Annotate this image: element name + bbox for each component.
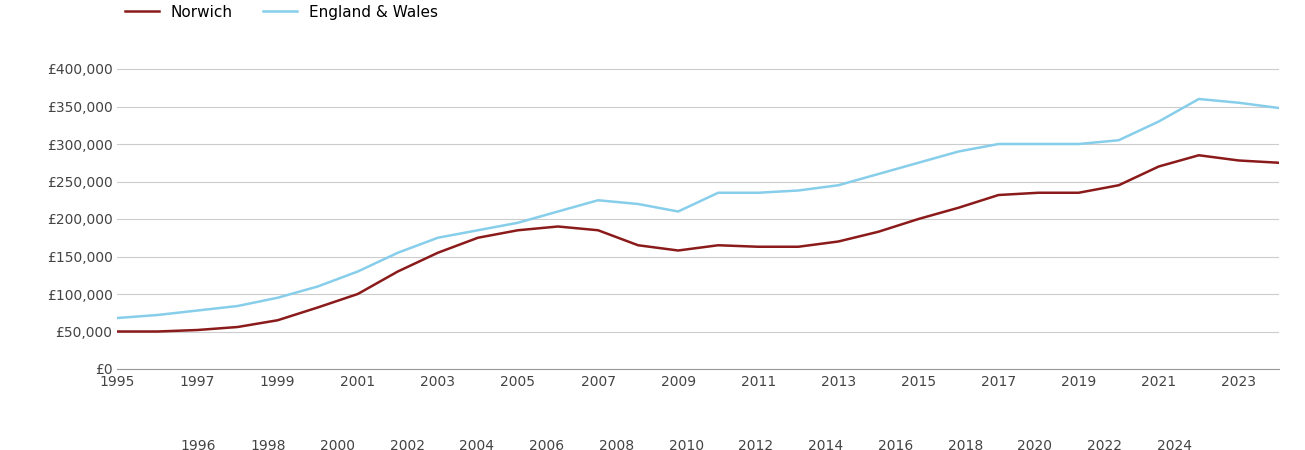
Norwich bbox=[830, 239, 846, 244]
England & Wales bbox=[990, 141, 1006, 147]
Text: 2012: 2012 bbox=[739, 439, 774, 450]
Norwich bbox=[1151, 164, 1167, 169]
England & Wales bbox=[510, 220, 526, 225]
Norwich bbox=[630, 243, 646, 248]
Text: 2000: 2000 bbox=[320, 439, 355, 450]
Norwich bbox=[870, 229, 886, 234]
Line: Norwich: Norwich bbox=[117, 155, 1279, 332]
Norwich bbox=[270, 318, 286, 323]
Norwich bbox=[470, 235, 485, 240]
England & Wales bbox=[671, 209, 686, 214]
Norwich bbox=[230, 324, 245, 330]
Norwich bbox=[510, 228, 526, 233]
Line: England & Wales: England & Wales bbox=[117, 99, 1279, 318]
Text: 2016: 2016 bbox=[878, 439, 914, 450]
Text: 2010: 2010 bbox=[668, 439, 703, 450]
Text: 2022: 2022 bbox=[1087, 439, 1122, 450]
Norwich bbox=[590, 228, 606, 233]
Norwich bbox=[1031, 190, 1047, 195]
Text: 2002: 2002 bbox=[390, 439, 424, 450]
Norwich bbox=[309, 305, 325, 310]
Norwich bbox=[1071, 190, 1087, 195]
Norwich bbox=[150, 329, 166, 334]
Text: 2014: 2014 bbox=[808, 439, 843, 450]
England & Wales bbox=[150, 312, 166, 318]
England & Wales bbox=[950, 149, 966, 154]
Text: 2006: 2006 bbox=[530, 439, 564, 450]
Norwich bbox=[110, 329, 125, 334]
Text: 2004: 2004 bbox=[459, 439, 495, 450]
Norwich bbox=[1231, 158, 1246, 163]
England & Wales bbox=[350, 269, 365, 274]
England & Wales bbox=[791, 188, 806, 193]
England & Wales bbox=[1151, 119, 1167, 124]
England & Wales bbox=[309, 284, 325, 289]
England & Wales bbox=[590, 198, 606, 203]
Norwich bbox=[710, 243, 726, 248]
England & Wales bbox=[870, 171, 886, 177]
Text: 2008: 2008 bbox=[599, 439, 634, 450]
Norwich bbox=[990, 192, 1006, 198]
England & Wales bbox=[630, 201, 646, 207]
Norwich bbox=[431, 250, 446, 256]
England & Wales bbox=[431, 235, 446, 240]
England & Wales bbox=[830, 183, 846, 188]
England & Wales bbox=[1231, 100, 1246, 105]
England & Wales bbox=[750, 190, 766, 195]
Text: 2020: 2020 bbox=[1018, 439, 1053, 450]
Text: 1996: 1996 bbox=[180, 439, 215, 450]
England & Wales bbox=[710, 190, 726, 195]
Norwich bbox=[390, 269, 406, 274]
Norwich bbox=[189, 327, 205, 333]
Norwich bbox=[750, 244, 766, 249]
Norwich bbox=[1111, 183, 1126, 188]
Norwich bbox=[551, 224, 566, 229]
Text: 2024: 2024 bbox=[1158, 439, 1191, 450]
Norwich bbox=[671, 248, 686, 253]
England & Wales bbox=[911, 160, 927, 166]
Norwich bbox=[1191, 153, 1207, 158]
Legend: Norwich, England & Wales: Norwich, England & Wales bbox=[125, 5, 438, 20]
England & Wales bbox=[1071, 141, 1087, 147]
Norwich bbox=[950, 205, 966, 211]
England & Wales bbox=[1031, 141, 1047, 147]
England & Wales bbox=[470, 228, 485, 233]
England & Wales bbox=[110, 315, 125, 321]
Text: 1998: 1998 bbox=[251, 439, 286, 450]
England & Wales bbox=[270, 295, 286, 301]
England & Wales bbox=[1271, 105, 1287, 111]
England & Wales bbox=[390, 250, 406, 256]
Norwich bbox=[791, 244, 806, 249]
England & Wales bbox=[551, 209, 566, 214]
England & Wales bbox=[1191, 96, 1207, 102]
England & Wales bbox=[1111, 138, 1126, 143]
Norwich bbox=[911, 216, 927, 222]
England & Wales bbox=[230, 303, 245, 309]
England & Wales bbox=[189, 308, 205, 313]
Text: 2018: 2018 bbox=[947, 439, 983, 450]
Norwich bbox=[1271, 160, 1287, 166]
Norwich bbox=[350, 291, 365, 297]
